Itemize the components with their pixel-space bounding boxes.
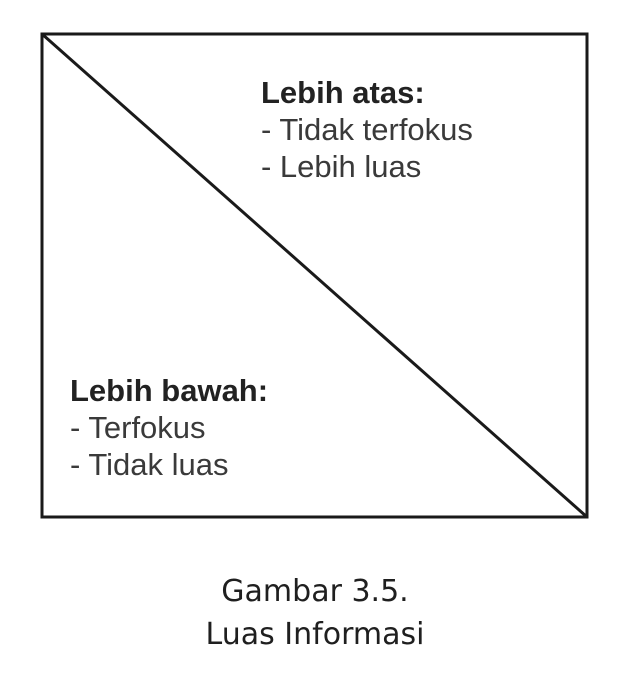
lower-region-heading: Lebih bawah:	[70, 373, 269, 408]
figure-number: Gambar 3.5.	[221, 574, 409, 609]
diagonal-divider	[41, 32, 588, 519]
upper-region-heading: Lebih atas:	[261, 75, 425, 110]
figure-title: Luas Informasi	[205, 617, 425, 652]
lower-region-item: - Tidak luas	[70, 447, 229, 482]
upper-region-item: - Lebih luas	[261, 149, 422, 184]
upper-region-text: Lebih atas: - Tidak terfokus - Lebih lua…	[261, 74, 473, 185]
lower-region-text: Lebih bawah: - Terfokus - Tidak luas	[70, 372, 268, 483]
diagram-frame	[40, 32, 589, 519]
lower-region-item: - Terfokus	[70, 410, 206, 445]
upper-region-item: - Tidak terfokus	[261, 112, 473, 147]
